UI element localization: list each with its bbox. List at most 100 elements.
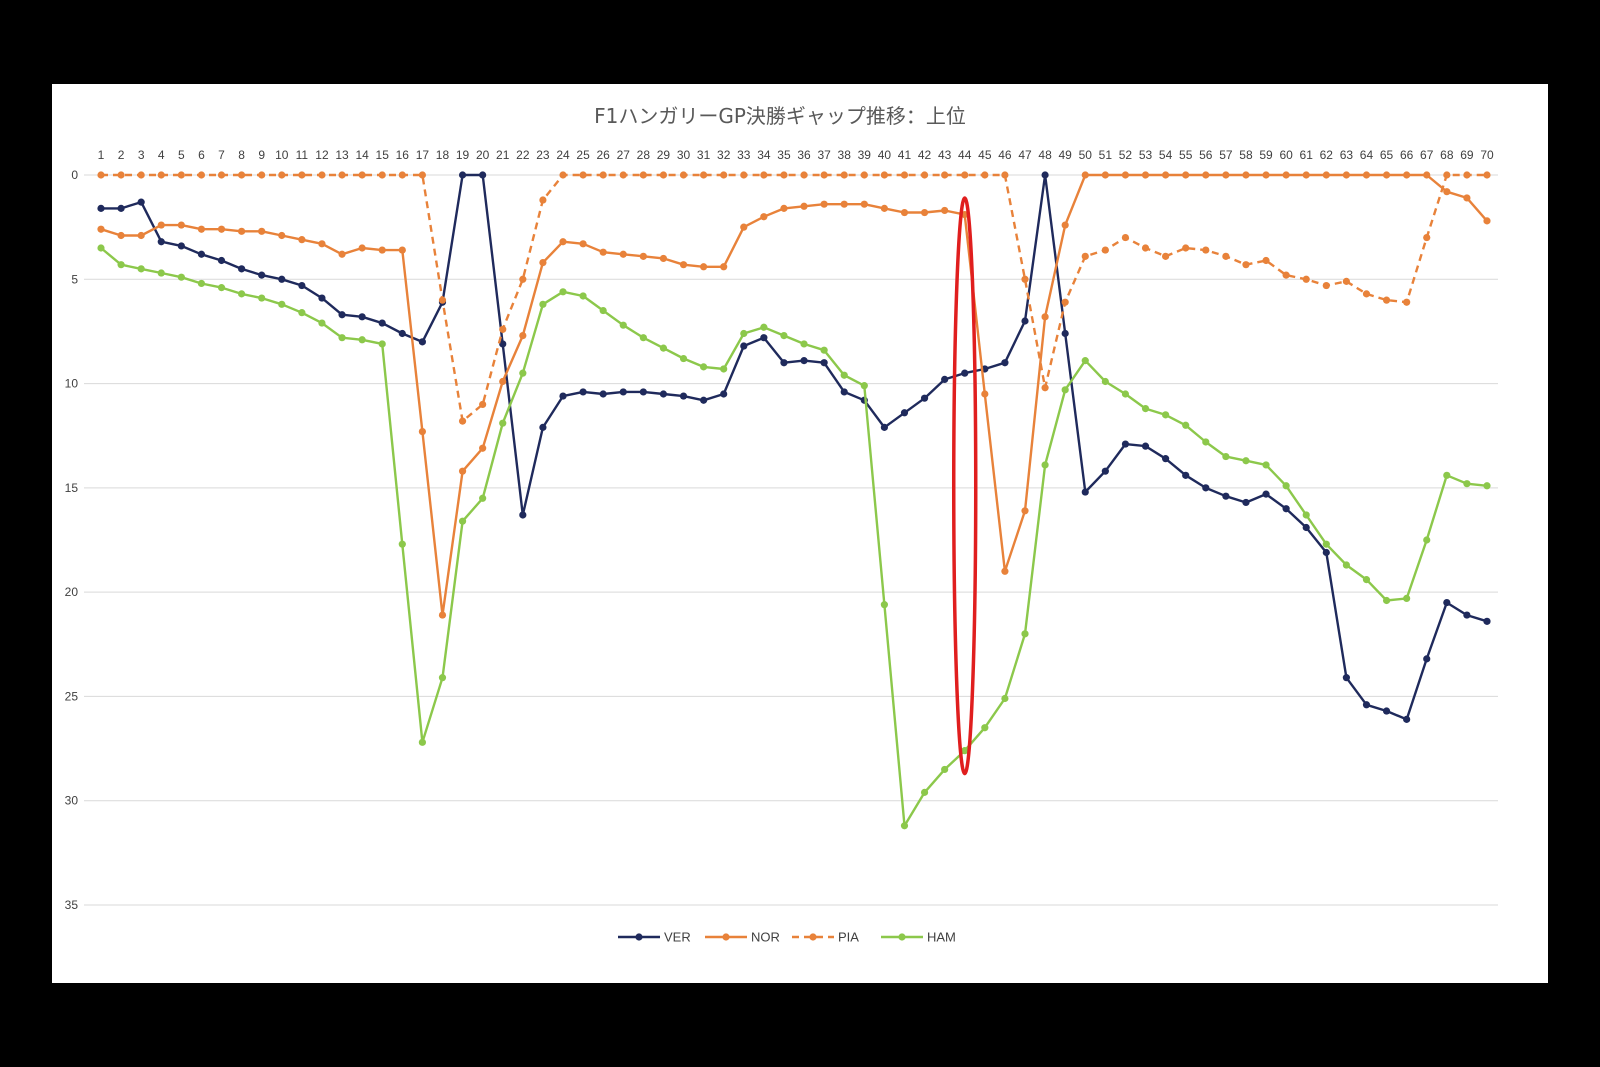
data-point [438, 296, 447, 304]
data-point [1443, 188, 1451, 196]
gridlines [84, 174, 1498, 906]
data-point [1061, 329, 1069, 338]
x-tick-label: 45 [978, 148, 992, 162]
data-point [619, 250, 627, 258]
data-point [1141, 171, 1150, 179]
chart-title: F1ハンガリーGP決勝ギャップ推移：上位 [594, 104, 966, 128]
data-point [639, 388, 647, 396]
data-point [579, 240, 587, 248]
x-tick-label: 25 [576, 148, 590, 162]
data-point [920, 171, 929, 179]
data-point [559, 171, 567, 179]
data-point [800, 171, 808, 179]
data-point [519, 332, 527, 340]
data-point [1021, 317, 1029, 325]
data-point [1001, 359, 1009, 367]
data-point [1202, 171, 1210, 179]
data-point [1021, 630, 1029, 638]
data-point [177, 171, 185, 179]
data-point [258, 227, 266, 235]
data-point [1382, 171, 1391, 179]
data-point [177, 221, 185, 229]
x-tick-label: 21 [496, 148, 510, 162]
x-tick-label: 59 [1259, 148, 1273, 162]
data-point [1443, 171, 1451, 179]
data-point [1443, 471, 1451, 479]
data-point [1242, 171, 1250, 179]
data-point [197, 225, 206, 233]
x-tick-label: 46 [998, 148, 1012, 162]
data-point [800, 340, 808, 348]
data-point [1021, 507, 1029, 515]
data-point [1362, 701, 1371, 709]
data-point [941, 375, 949, 383]
series-line-ver [101, 173, 1488, 721]
data-point [780, 332, 788, 340]
data-point [238, 265, 246, 273]
data-point [238, 227, 246, 235]
data-point [720, 263, 728, 271]
data-point [880, 601, 888, 609]
data-point [398, 171, 406, 179]
data-point [1463, 171, 1471, 179]
data-point [298, 171, 306, 179]
data-point [1141, 405, 1150, 413]
x-tick-label: 50 [1079, 148, 1093, 162]
data-point [1322, 540, 1330, 548]
x-tick-label: 62 [1320, 148, 1334, 162]
data-point [559, 238, 567, 246]
data-point [479, 444, 487, 452]
data-point [941, 765, 949, 774]
data-point [1242, 457, 1250, 465]
data-point [479, 171, 487, 179]
x-tick-label: 18 [436, 148, 450, 162]
legend-marker [809, 933, 817, 941]
data-point [599, 248, 607, 256]
data-point [659, 254, 668, 263]
data-point [499, 419, 507, 427]
data-point [278, 275, 286, 283]
data-point [1483, 617, 1491, 625]
legend-label: HAM [927, 930, 956, 945]
data-point [499, 340, 507, 348]
legend-item-ham: HAM [881, 930, 956, 945]
data-point [941, 206, 949, 215]
x-tick-label: 12 [315, 148, 329, 162]
data-point [740, 329, 748, 338]
x-tick-label: 65 [1380, 148, 1394, 162]
data-point [700, 396, 708, 404]
data-point [1262, 490, 1270, 498]
data-point [338, 334, 346, 342]
data-point [378, 340, 386, 348]
legend-marker [635, 933, 643, 941]
x-tick-label: 35 [777, 148, 791, 162]
data-point [479, 400, 487, 409]
data-point [1001, 567, 1009, 575]
x-tick-label: 8 [238, 148, 245, 162]
x-tick-label: 32 [717, 148, 731, 162]
data-point [760, 213, 768, 221]
data-point [1322, 171, 1330, 179]
data-point [880, 204, 888, 212]
data-point [519, 275, 527, 283]
data-point [197, 250, 206, 258]
x-tick-label: 39 [858, 148, 872, 162]
data-point [840, 200, 848, 208]
data-point [117, 171, 125, 179]
series-pia [97, 171, 1491, 425]
x-tick-label: 70 [1480, 148, 1494, 162]
data-point [1342, 277, 1350, 285]
data-point [258, 271, 266, 279]
x-tick-label: 10 [275, 148, 289, 162]
data-point [1483, 482, 1491, 490]
data-point [1282, 171, 1290, 179]
data-point [780, 359, 788, 367]
data-point [539, 196, 547, 204]
data-point [579, 292, 587, 300]
data-point [1182, 171, 1190, 179]
data-point [559, 392, 567, 400]
x-tick-label: 63 [1340, 148, 1354, 162]
data-point [1041, 171, 1049, 179]
data-point [740, 171, 748, 179]
data-point [800, 202, 808, 210]
